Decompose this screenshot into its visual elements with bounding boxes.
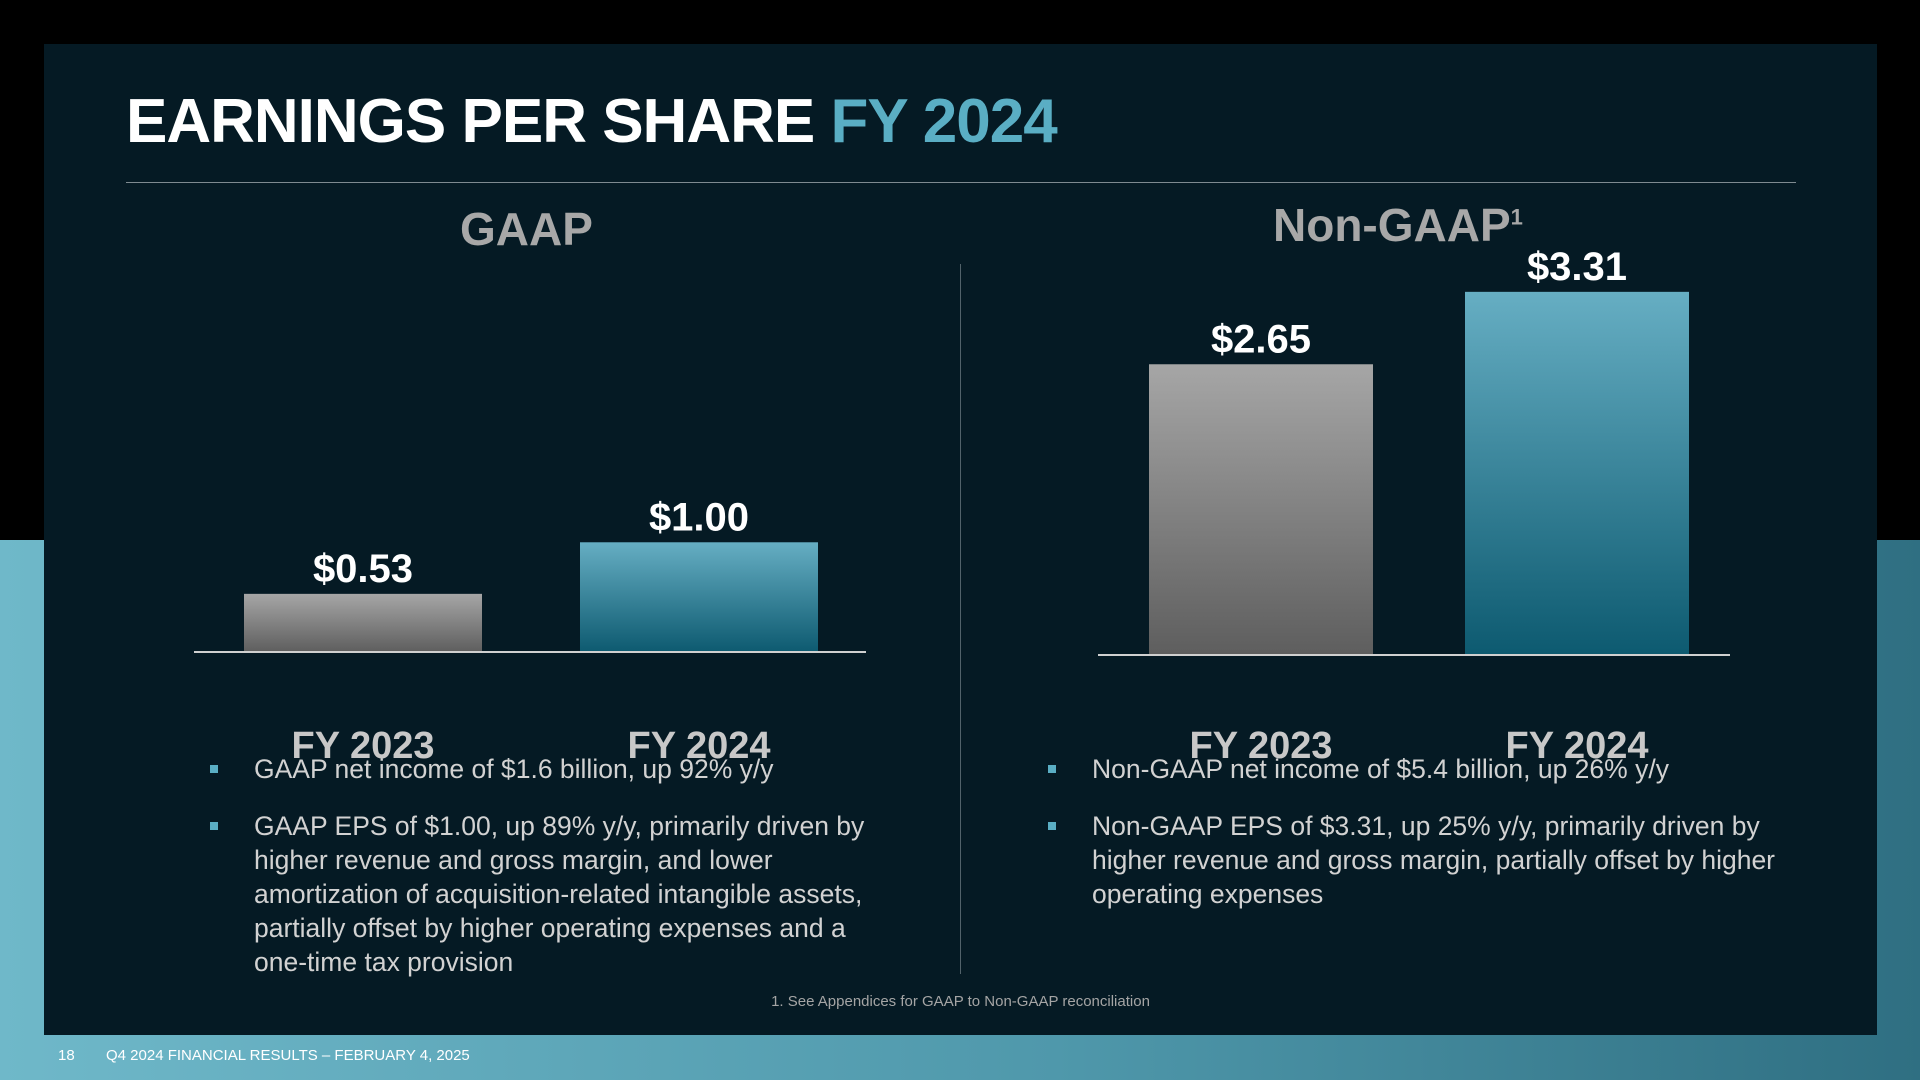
gaap-value-label-2: $1.00: [649, 495, 749, 539]
gaap-category-label-2: FY 2024: [628, 725, 771, 767]
title-main: EARNINGS PER SHARE: [126, 87, 815, 156]
nongaap-category-label-2: FY 2024: [1506, 725, 1649, 767]
bullet-marker: [1048, 765, 1056, 773]
bullet-marker: [210, 822, 218, 830]
footer-text: Q4 2024 FINANCIAL RESULTS – FEBRUARY 4, …: [106, 1047, 470, 1064]
bullet-marker: [210, 765, 218, 773]
nongaap-bullet-1-text: Non-GAAP net income of $5.4 billion, up …: [1092, 754, 1669, 784]
nongaap-bullets: Non-GAAP net income of $5.4 billion, up …: [1048, 752, 1788, 934]
gaap-bullet-1-text: GAAP net income of $1.6 billion, up 92% …: [254, 754, 774, 784]
nongaap-bullet-1: Non-GAAP net income of $5.4 billion, up …: [1048, 752, 1788, 786]
gaap-bar-2: [580, 542, 818, 652]
nongaap-heading-text: Non-GAAP: [1273, 199, 1511, 251]
gaap-bullets: GAAP net income of $1.6 billion, up 92% …: [210, 752, 878, 1002]
bullet-marker: [1048, 822, 1056, 830]
nongaap-bullet-2-text: Non-GAAP EPS of $3.31, up 25% y/y, prima…: [1092, 811, 1776, 909]
gaap-bullet-1: GAAP net income of $1.6 billion, up 92% …: [210, 752, 878, 786]
nongaap-heading: Non-GAAP1: [1273, 198, 1523, 252]
gaap-heading-text: GAAP: [460, 203, 593, 255]
gaap-heading: GAAP: [460, 202, 593, 256]
gaap-bar-1: [244, 593, 482, 652]
slide: EARNINGS PER SHARE FY 2024 GAAP Non-GAAP…: [44, 44, 1877, 1035]
gaap-category-label-1: FY 2023: [292, 725, 435, 767]
nongaap-category-label-1: FY 2023: [1190, 725, 1333, 767]
page-number: 18: [58, 1047, 75, 1064]
nongaap-value-label-1: $2.65: [1211, 317, 1311, 361]
gaap-bullet-2: GAAP EPS of $1.00, up 89% y/y, primarily…: [210, 809, 878, 979]
gaap-eps-chart: $0.53 FY 2023 $1.00 FY 2024: [194, 495, 866, 767]
nongaap-value-label-2: $3.31: [1527, 245, 1627, 289]
footnote: 1. See Appendices for GAAP to Non-GAAP r…: [771, 993, 1150, 1010]
nongaap-bullet-2: Non-GAAP EPS of $3.31, up 25% y/y, prima…: [1048, 809, 1788, 911]
panel-divider: [960, 264, 961, 974]
slide-title: EARNINGS PER SHARE FY 2024: [126, 86, 1058, 157]
nongaap-bar-2: [1465, 291, 1689, 655]
gaap-bullet-2-text: GAAP EPS of $1.00, up 89% y/y, primarily…: [254, 811, 865, 977]
gaap-value-label-1: $0.53: [313, 547, 413, 591]
nongaap-eps-chart: $2.65 FY 2023 $3.31 FY 2024: [1098, 245, 1730, 767]
title-accent: FY 2024: [830, 87, 1057, 156]
nongaap-bar-1: [1149, 364, 1373, 655]
nongaap-footnote-marker: 1: [1510, 204, 1523, 230]
title-rule: [126, 182, 1796, 183]
